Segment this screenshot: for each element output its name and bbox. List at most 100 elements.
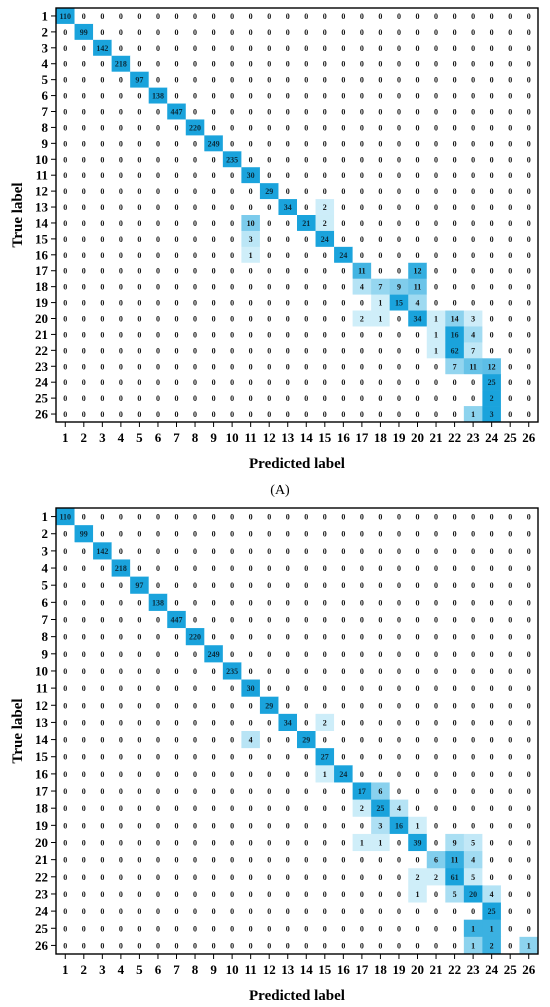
cell-value-label: 0 bbox=[508, 924, 512, 933]
heatmap-cell bbox=[74, 542, 94, 560]
cell-value-label: 0 bbox=[490, 821, 494, 830]
cell-value-label: 0 bbox=[434, 394, 438, 403]
heatmap-cell bbox=[426, 230, 446, 248]
heatmap-cell bbox=[185, 215, 205, 232]
cell-value-label: 0 bbox=[267, 650, 271, 659]
cell-value-label: 0 bbox=[156, 283, 160, 292]
heatmap-cell bbox=[93, 39, 112, 57]
heatmap-cell bbox=[222, 936, 242, 955]
heatmap-cell bbox=[278, 885, 298, 903]
cell-value-label: 0 bbox=[100, 873, 104, 882]
cell-value-label: 0 bbox=[434, 890, 438, 899]
y-tick-label: 9 bbox=[42, 646, 49, 661]
heatmap-cell bbox=[259, 542, 279, 560]
cell-value-label: 0 bbox=[230, 581, 234, 590]
cell-value-label: 0 bbox=[453, 530, 457, 539]
cell-value-label: 0 bbox=[119, 299, 123, 308]
heatmap-cell bbox=[445, 885, 465, 903]
cell-value-label: 0 bbox=[397, 770, 401, 779]
cell-value-label: 0 bbox=[230, 684, 234, 693]
cell-value-label: 0 bbox=[360, 547, 364, 556]
cell-value-label: 0 bbox=[341, 28, 345, 37]
heatmap-cell bbox=[278, 645, 298, 663]
heatmap-cell bbox=[222, 765, 242, 783]
cell-value-label: 0 bbox=[286, 108, 290, 117]
x-tick-label: 10 bbox=[226, 430, 239, 445]
cell-value-label: 0 bbox=[434, 513, 438, 522]
cell-value-label: 14 bbox=[451, 315, 459, 324]
cell-value-label: 0 bbox=[100, 76, 104, 85]
heatmap-cell bbox=[334, 816, 353, 835]
heatmap-cell bbox=[241, 542, 261, 560]
heatmap-cell bbox=[74, 342, 94, 359]
cell-value-label: 0 bbox=[175, 770, 179, 779]
cell-value-label: 0 bbox=[175, 941, 179, 950]
heatmap-cell bbox=[130, 55, 149, 72]
heatmap-cell bbox=[222, 199, 242, 216]
cell-value-label: 0 bbox=[119, 941, 123, 950]
cell-value-label: 0 bbox=[82, 187, 86, 196]
heatmap-cell bbox=[315, 525, 335, 543]
cell-value-label: 0 bbox=[453, 235, 457, 244]
heatmap-cell bbox=[445, 374, 465, 391]
cell-value-label: 0 bbox=[137, 315, 141, 324]
heatmap-cell bbox=[241, 851, 261, 869]
cell-value-label: 1 bbox=[434, 315, 438, 324]
y-tick-label: 25 bbox=[35, 921, 49, 936]
heatmap-cell bbox=[204, 8, 224, 25]
cell-value-label: 0 bbox=[304, 701, 308, 710]
heatmap-cell bbox=[482, 326, 502, 343]
cell-value-label: 0 bbox=[193, 667, 197, 676]
cell-value-label: 0 bbox=[137, 547, 141, 556]
cell-value-label: 0 bbox=[63, 171, 67, 180]
heatmap-cell bbox=[278, 183, 298, 200]
cell-value-label: 0 bbox=[341, 753, 345, 762]
heatmap-cell bbox=[315, 230, 335, 248]
heatmap-cell bbox=[352, 183, 372, 200]
heatmap-cell bbox=[167, 559, 187, 577]
cell-value-label: 0 bbox=[63, 410, 67, 419]
heatmap-cell bbox=[445, 868, 465, 886]
cell-value-label: 0 bbox=[397, 856, 401, 865]
cell-value-label: 0 bbox=[82, 667, 86, 676]
heatmap-cell bbox=[500, 342, 520, 359]
heatmap-cell bbox=[297, 542, 316, 560]
heatmap-cell bbox=[315, 215, 335, 232]
cell-value-label: 0 bbox=[100, 139, 104, 148]
cell-value-label: 0 bbox=[249, 315, 253, 324]
cell-value-label: 0 bbox=[378, 12, 382, 21]
heatmap-cell bbox=[389, 851, 409, 869]
cell-value-label: 0 bbox=[490, 219, 494, 228]
cell-value-label: 0 bbox=[527, 924, 531, 933]
cell-value-label: 0 bbox=[471, 187, 475, 196]
cell-value-label: 0 bbox=[119, 650, 123, 659]
heatmap-cell bbox=[389, 230, 409, 248]
heatmap-cell bbox=[148, 868, 168, 886]
x-tick-label: 7 bbox=[173, 430, 180, 445]
heatmap-cell bbox=[93, 662, 112, 680]
heatmap-cell bbox=[130, 525, 149, 543]
heatmap-cell bbox=[74, 294, 94, 311]
y-tick-label: 24 bbox=[35, 904, 49, 919]
cell-value-label: 0 bbox=[341, 941, 345, 950]
cell-value-label: 0 bbox=[397, 330, 401, 339]
cell-value-label: 0 bbox=[212, 171, 216, 180]
heatmap-cell bbox=[408, 262, 428, 279]
cell-value-label: 1 bbox=[527, 941, 531, 950]
heatmap-cell bbox=[389, 679, 409, 697]
cell-value-label: 0 bbox=[527, 787, 531, 796]
heatmap-cell bbox=[130, 215, 149, 232]
cell-value-label: 0 bbox=[230, 299, 234, 308]
cell-value-label: 0 bbox=[471, 701, 475, 710]
heatmap-cell bbox=[185, 868, 205, 886]
cell-value-label: 0 bbox=[156, 410, 160, 419]
heatmap-cell bbox=[408, 246, 428, 264]
heatmap-cell bbox=[130, 919, 149, 938]
cell-value-label: 0 bbox=[471, 123, 475, 132]
heatmap-cell bbox=[389, 782, 409, 800]
cell-value-label: 0 bbox=[156, 346, 160, 355]
heatmap-cell bbox=[519, 246, 539, 264]
heatmap-cell bbox=[241, 23, 261, 41]
heatmap-cell bbox=[93, 542, 112, 560]
heatmap-cell bbox=[389, 342, 409, 359]
